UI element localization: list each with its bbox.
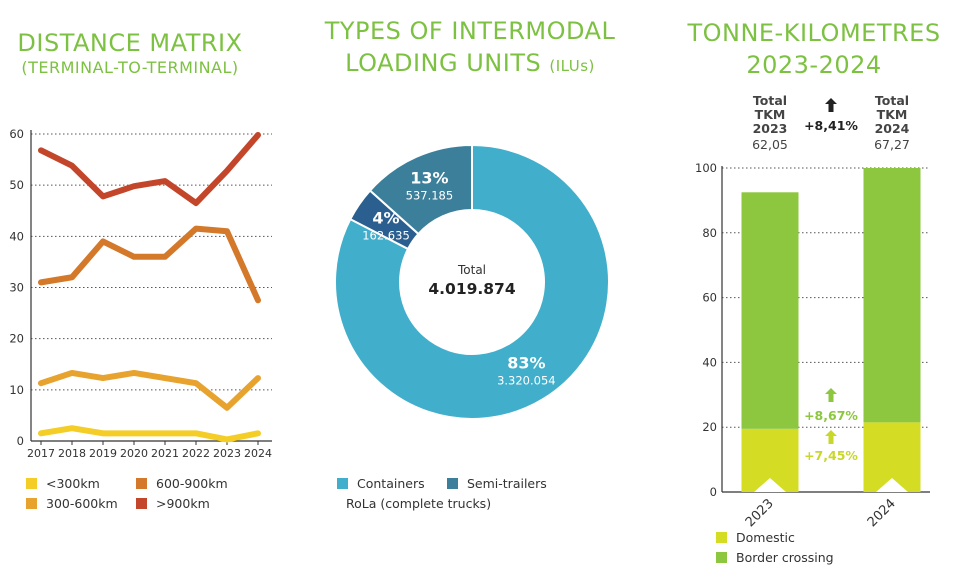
legend-label: 300-600km — [46, 495, 118, 511]
x-tick-label: 2019 — [89, 447, 117, 460]
slice-percent-label: 4% — [372, 209, 399, 228]
bar-notch — [754, 478, 786, 492]
distance-matrix-title: DISTANCE MATRIX — [17, 29, 243, 57]
slice-percent-label: 83% — [507, 353, 545, 372]
x-tick-label: 2020 — [120, 447, 148, 460]
legend-item: Semi-trailers — [447, 473, 597, 493]
distance-matrix-subtitle: (TERMINAL-TO-TERMINAL) — [21, 58, 239, 77]
ilu-title-suffix: (ILUs) — [549, 57, 595, 75]
legend-swatch — [716, 531, 727, 543]
tkm-legend: Domestic Border crossing — [716, 527, 936, 567]
y-tick-label: 10 — [9, 383, 24, 397]
legend-label: >900km — [156, 495, 210, 511]
bar-segment — [741, 192, 799, 429]
legend-label: Border crossing — [736, 549, 834, 565]
slice-value-label: 3.320.054 — [497, 373, 556, 387]
legend-label: Semi-trailers — [467, 475, 547, 491]
total-label-line: 2024 — [875, 121, 910, 136]
ilu-donut-chart: 83%3.320.054 4%162.635 13%537.185 Total 4.01… — [334, 143, 610, 420]
y-tick-label: 20 — [9, 332, 24, 346]
x-tick-label: 2021 — [151, 447, 179, 460]
slice-value-label: 537.185 — [406, 189, 454, 203]
donut-center-label: Total — [457, 263, 486, 277]
legend-item: RoLa (complete trucks) — [337, 493, 491, 513]
border-growth-label: +8,67% — [804, 408, 858, 423]
y-tick-label: 30 — [9, 281, 24, 295]
x-tick-label: 2022 — [182, 447, 210, 460]
x-tick-label: 2024 — [244, 447, 272, 460]
legend-item: Border crossing — [716, 547, 936, 567]
distance-legend: <300km 600-900km 300-600km >900km — [26, 473, 286, 513]
legend-label: Containers — [357, 475, 425, 491]
domestic-growth-label: +7,45% — [804, 448, 858, 463]
total-label-line: Total — [875, 93, 909, 108]
border-growth-arrow-icon — [825, 388, 837, 402]
y-tick-label: 80 — [702, 226, 717, 240]
legend-label: 600-900km — [156, 475, 228, 491]
legend-item: 600-900km — [136, 473, 266, 493]
y-tick-label: 50 — [9, 178, 24, 192]
domestic-growth-arrow-icon — [825, 430, 837, 444]
legend-swatch — [337, 477, 348, 489]
ilu-title-main: LOADING UNITS — [345, 49, 542, 77]
total-value: 62,05 — [752, 137, 788, 152]
total-value: 67,27 — [874, 137, 910, 152]
donut-center-value: 4.019.874 — [428, 280, 515, 298]
legend-item: <300km — [26, 473, 136, 493]
tkm-title-line2: 2023-2024 — [746, 51, 882, 79]
ilu-title-line1: TYPES OF INTERMODAL — [324, 17, 616, 45]
y-tick-label: 100 — [695, 161, 717, 175]
x-tick-label: 2023 — [213, 447, 241, 460]
total-label-line: TKM — [877, 107, 908, 122]
legend-swatch — [26, 477, 37, 489]
donut-slice — [368, 143, 473, 236]
bar-segment — [863, 168, 921, 423]
legend-swatch — [136, 477, 147, 489]
bar-notch — [876, 478, 908, 492]
legend-item: Domestic — [716, 527, 936, 547]
legend-swatch — [136, 497, 147, 509]
x-tick-label: 2017 — [27, 447, 55, 460]
series-line — [38, 132, 261, 207]
x-tick-label: 2024 — [865, 496, 899, 530]
y-tick-label: 0 — [710, 485, 717, 499]
total-label-line: TKM — [755, 107, 786, 122]
x-tick-label: 2018 — [58, 447, 86, 460]
x-tick-label: 2023 — [743, 496, 777, 530]
legend-label: RoLa (complete trucks) — [346, 495, 492, 511]
legend-item: 300-600km — [26, 493, 136, 513]
legend-item: >900km — [136, 493, 266, 513]
legend-item: Containers — [337, 473, 447, 493]
total-label-line: Total — [753, 93, 787, 108]
series-line — [38, 369, 261, 411]
slice-value-label: 162.635 — [362, 229, 410, 243]
series-line — [38, 425, 261, 443]
legend-label: <300km — [46, 475, 100, 491]
legend-swatch — [716, 551, 727, 563]
y-tick-label: 40 — [702, 355, 717, 369]
y-tick-label: 0 — [17, 434, 24, 448]
y-tick-label: 60 — [9, 127, 24, 141]
legend-swatch — [26, 497, 37, 509]
y-tick-label: 60 — [702, 291, 717, 305]
y-tick-label: 20 — [702, 420, 717, 434]
slice-percent-label: 13% — [410, 169, 448, 188]
y-tick-label: 40 — [9, 229, 24, 243]
donut-slice — [334, 143, 610, 420]
ilu-title-line2: LOADING UNITS (ILUs) — [315, 48, 625, 81]
growth-total-label: +8,41% — [804, 118, 858, 133]
legend-label: Domestic — [736, 529, 795, 545]
series-line — [38, 225, 261, 304]
total-label-line: 2023 — [753, 121, 788, 136]
tkm-title-line1: TONNE-KILOMETRES — [687, 19, 941, 47]
ilu-legend: Containers Semi-trailers RoLa (complete tr… — [337, 473, 597, 513]
legend-swatch — [447, 477, 458, 489]
growth-up-arrow-icon — [825, 98, 837, 112]
